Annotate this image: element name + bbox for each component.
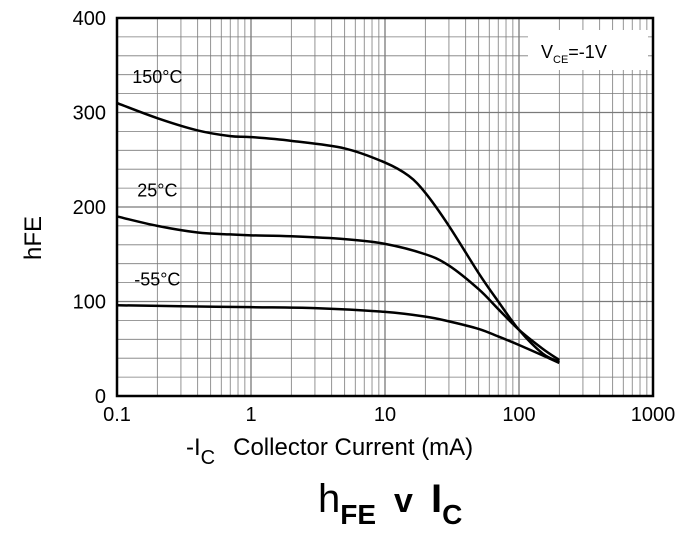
condition-v: V xyxy=(541,42,553,62)
condition-sub: CE xyxy=(553,54,568,66)
title-v: v xyxy=(394,482,413,520)
chart-title: hFE v IC xyxy=(318,477,462,530)
y-tick-label: 100 xyxy=(73,292,106,314)
curves xyxy=(116,101,561,365)
title-c: C xyxy=(442,499,462,530)
title-h: h xyxy=(318,477,340,521)
x-axis-label: -IC Collector Current (mA) xyxy=(186,434,473,469)
y-tick-label: 0 xyxy=(95,386,106,408)
series-label: 25°C xyxy=(137,180,177,200)
x-axis-label-sub: C xyxy=(201,447,215,469)
x-tick-labels: 0.1 1 10 100 1000 xyxy=(103,404,675,426)
series-curve xyxy=(116,304,560,365)
series-curve xyxy=(116,101,560,364)
x-axis-label-i: -I xyxy=(186,434,201,461)
plot-frame xyxy=(115,16,655,398)
series-label: 150°C xyxy=(132,67,182,87)
series-labels: 150°C 25°C -55°C xyxy=(132,67,182,289)
condition-label: VCE=-1V xyxy=(541,42,607,66)
y-tick-labels: 0 100 200 300 400 xyxy=(73,8,106,408)
grid-lines xyxy=(117,18,653,396)
x-tick-label: 1000 xyxy=(631,404,676,426)
y-tick-label: 200 xyxy=(73,197,106,219)
y-tick-label: 300 xyxy=(73,103,106,125)
y-tick-label: 400 xyxy=(73,8,106,30)
condition-rest: =-1V xyxy=(568,42,607,62)
x-tick-label: 100 xyxy=(502,404,535,426)
series-label: -55°C xyxy=(134,269,180,289)
x-tick-label: 1 xyxy=(245,404,256,426)
series-curve xyxy=(116,215,561,362)
x-axis-label-rest: Collector Current (mA) xyxy=(233,434,473,461)
y-axis-label: hFE xyxy=(20,216,47,260)
x-tick-label: 10 xyxy=(374,404,396,426)
title-fe: FE xyxy=(340,499,376,530)
x-tick-label: 0.1 xyxy=(103,404,131,426)
condition-box xyxy=(528,30,648,70)
title-i: I xyxy=(431,477,442,521)
